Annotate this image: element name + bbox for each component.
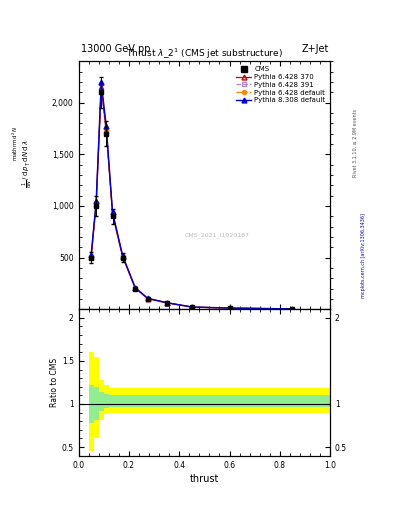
Pythia 6.428 391 [133,285,138,291]
Pythia 6.428 370 [145,295,150,302]
Pythia 6.428 391 [145,295,150,302]
Pythia 6.428 370 [89,253,94,260]
Pythia 6.428 default [164,300,169,306]
Text: Z+Jet: Z+Jet [302,44,329,54]
Pythia 6.428 default [104,125,108,132]
Pythia 6.428 default [189,304,194,310]
Pythia 6.428 370 [189,304,194,310]
Pythia 8.308 default [89,251,94,258]
Line: Pythia 6.428 default: Pythia 6.428 default [89,82,294,311]
Pythia 6.428 391 [290,306,295,312]
Pythia 6.428 391 [89,254,94,260]
Pythia 6.428 370 [110,211,115,217]
Pythia 8.308 default [145,295,150,302]
Pythia 8.308 default [164,300,169,306]
Text: Rivet 3.1.10, ≥ 2.9M events: Rivet 3.1.10, ≥ 2.9M events [353,109,358,178]
Pythia 6.428 391 [104,130,108,136]
Pythia 8.308 default [110,209,115,215]
Text: 13000 GeV pp: 13000 GeV pp [81,44,150,54]
Pythia 8.308 default [94,198,99,204]
Pythia 6.428 default [145,295,150,302]
Pythia 6.428 default [227,305,232,311]
Pythia 6.428 391 [94,202,99,208]
Pythia 6.428 default [133,285,138,291]
Pythia 6.428 370 [133,285,138,291]
Text: $\mathrm{mathrm\,d}^2N$: $\mathrm{mathrm\,d}^2N$ [11,126,20,161]
Pythia 6.428 default [290,306,295,312]
Pythia 6.428 370 [94,201,99,207]
Pythia 8.308 default [120,252,125,259]
Pythia 8.308 default [189,304,194,310]
Title: Thrust $\lambda\_2^1$ (CMS jet substructure): Thrust $\lambda\_2^1$ (CMS jet substruct… [126,47,283,61]
Pythia 8.308 default [227,305,232,311]
Legend: CMS, Pythia 6.428 370, Pythia 6.428 391, Pythia 6.428 default, Pythia 8.308 defa: CMS, Pythia 6.428 370, Pythia 6.428 391,… [235,65,327,104]
Pythia 6.428 370 [104,127,108,134]
Pythia 6.428 391 [227,305,232,311]
Line: Pythia 6.428 370: Pythia 6.428 370 [89,85,295,311]
Pythia 6.428 370 [227,305,232,311]
Pythia 6.428 370 [290,306,295,312]
Pythia 6.428 370 [164,300,169,306]
Pythia 8.308 default [290,306,295,312]
Pythia 6.428 default [99,81,104,87]
Pythia 6.428 391 [120,254,125,260]
Text: mcplots.cern.ch [arXiv:1306.3436]: mcplots.cern.ch [arXiv:1306.3436] [361,214,366,298]
Pythia 6.428 default [89,252,94,259]
Pythia 6.428 391 [164,300,169,306]
Pythia 6.428 370 [120,253,125,260]
Pythia 8.308 default [104,123,108,130]
Pythia 6.428 default [120,253,125,259]
Text: $\frac{1}{\mathrm{d}N}\,/\,\mathrm{d}\,p_T\,\mathrm{d}N\,\mathrm{d}\,\lambda$: $\frac{1}{\mathrm{d}N}\,/\,\mathrm{d}\,p… [20,140,35,188]
Line: Pythia 6.428 391: Pythia 6.428 391 [89,88,295,311]
Text: CMS_2021_I1920187: CMS_2021_I1920187 [184,232,250,238]
Pythia 6.428 default [110,210,115,216]
Y-axis label: Ratio to CMS: Ratio to CMS [50,358,59,407]
Line: Pythia 8.308 default: Pythia 8.308 default [89,80,295,311]
X-axis label: thrust: thrust [190,474,219,484]
Pythia 6.428 370 [99,84,104,90]
Pythia 6.428 391 [189,304,194,310]
Pythia 6.428 391 [110,212,115,218]
Pythia 6.428 391 [99,87,104,93]
Pythia 8.308 default [133,285,138,291]
Pythia 6.428 default [94,200,99,206]
Pythia 8.308 default [99,79,104,85]
